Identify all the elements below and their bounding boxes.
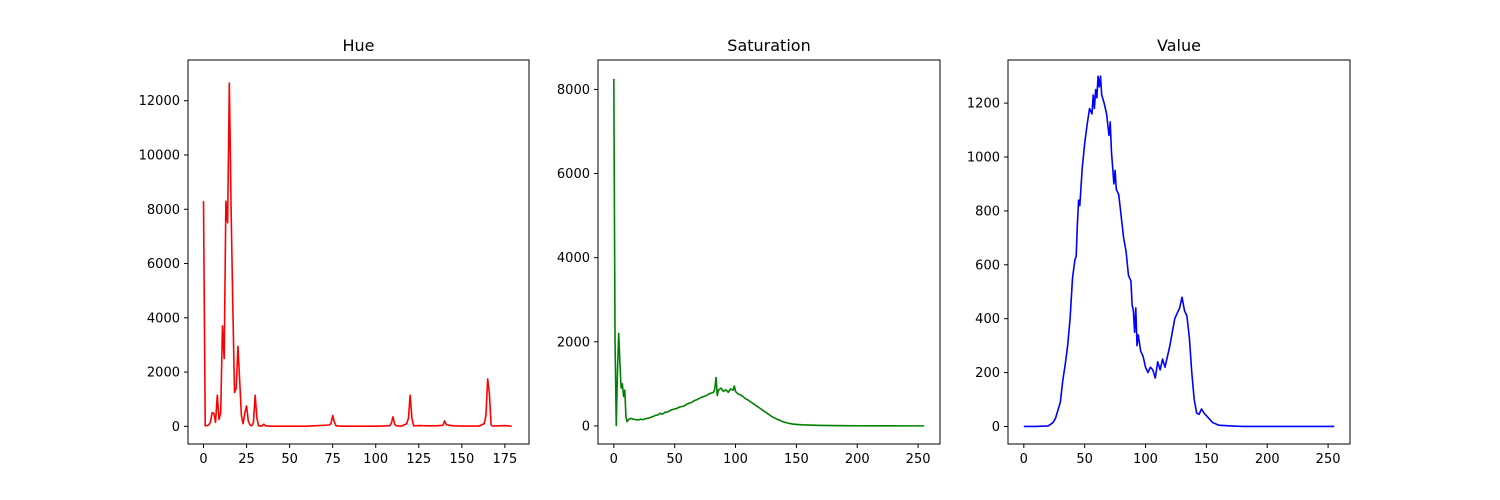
y-tick-label: 1000	[967, 151, 1000, 166]
x-tick-label: 50	[666, 452, 683, 467]
chart-panel-hue: Hue 0 25 50 75 100 125 150 175 0 2000 4000 6000 8000 1…	[139, 36, 530, 467]
axes-frame	[597, 59, 941, 445]
x-tick-label: 0	[610, 452, 618, 467]
y-tick-label: 2000	[147, 366, 180, 381]
x-tick-label: 0	[199, 452, 207, 467]
y-tick-label: 200	[975, 366, 1000, 381]
x-tick-label: 175	[492, 452, 517, 467]
y-tick-label: 2000	[557, 335, 590, 350]
series-line	[613, 78, 925, 427]
x-tick-label: 25	[238, 452, 255, 467]
y-tick-label: 8000	[147, 203, 180, 218]
y-tick-label: 10000	[139, 148, 180, 163]
chart-title: Hue	[342, 36, 374, 55]
x-tick-label: 100	[363, 452, 388, 467]
series-line	[202, 82, 512, 428]
chart-title: Value	[1157, 36, 1201, 55]
x-tick-label: 250	[906, 452, 931, 467]
x-tick-label: 125	[406, 452, 431, 467]
x-tick-label: 150	[449, 452, 474, 467]
y-tick-label: 4000	[147, 311, 180, 326]
y-tick-label: 1200	[967, 97, 1000, 112]
axes-frame	[1007, 59, 1351, 445]
x-tick-label: 0	[1020, 452, 1028, 467]
y-tick-label: 0	[992, 420, 1000, 435]
series-line	[1023, 75, 1335, 428]
y-tick-label: 0	[582, 419, 590, 434]
axes-frame	[187, 59, 530, 445]
x-tick-label: 150	[1194, 452, 1219, 467]
x-tick-label: 50	[281, 452, 298, 467]
y-tick-label: 400	[975, 312, 1000, 327]
y-tick-label: 6000	[557, 167, 590, 182]
x-tick-label: 100	[723, 452, 748, 467]
y-tick-label: 6000	[147, 257, 180, 272]
y-tick-label: 800	[975, 204, 1000, 219]
x-tick-label: 150	[784, 452, 809, 467]
y-tick-label: 12000	[139, 94, 180, 109]
y-tick-label: 8000	[557, 83, 590, 98]
x-tick-label: 75	[324, 452, 341, 467]
x-tick-label: 200	[1255, 452, 1280, 467]
chart-panel-value: Value 0 50 100 150 200 250 0 200 400 600 800 1000 120…	[967, 36, 1351, 467]
y-tick-label: 0	[172, 420, 180, 435]
x-tick-label: 100	[1133, 452, 1158, 467]
y-tick-label: 600	[975, 258, 1000, 273]
chart-panel-saturation: Saturation 0 50 100 150 200 250 0 2000 4000 6000 80…	[557, 36, 941, 467]
x-tick-label: 250	[1316, 452, 1341, 467]
chart-title: Saturation	[727, 36, 810, 55]
x-tick-label: 50	[1076, 452, 1093, 467]
y-tick-label: 4000	[557, 251, 590, 266]
x-tick-label: 200	[845, 452, 870, 467]
